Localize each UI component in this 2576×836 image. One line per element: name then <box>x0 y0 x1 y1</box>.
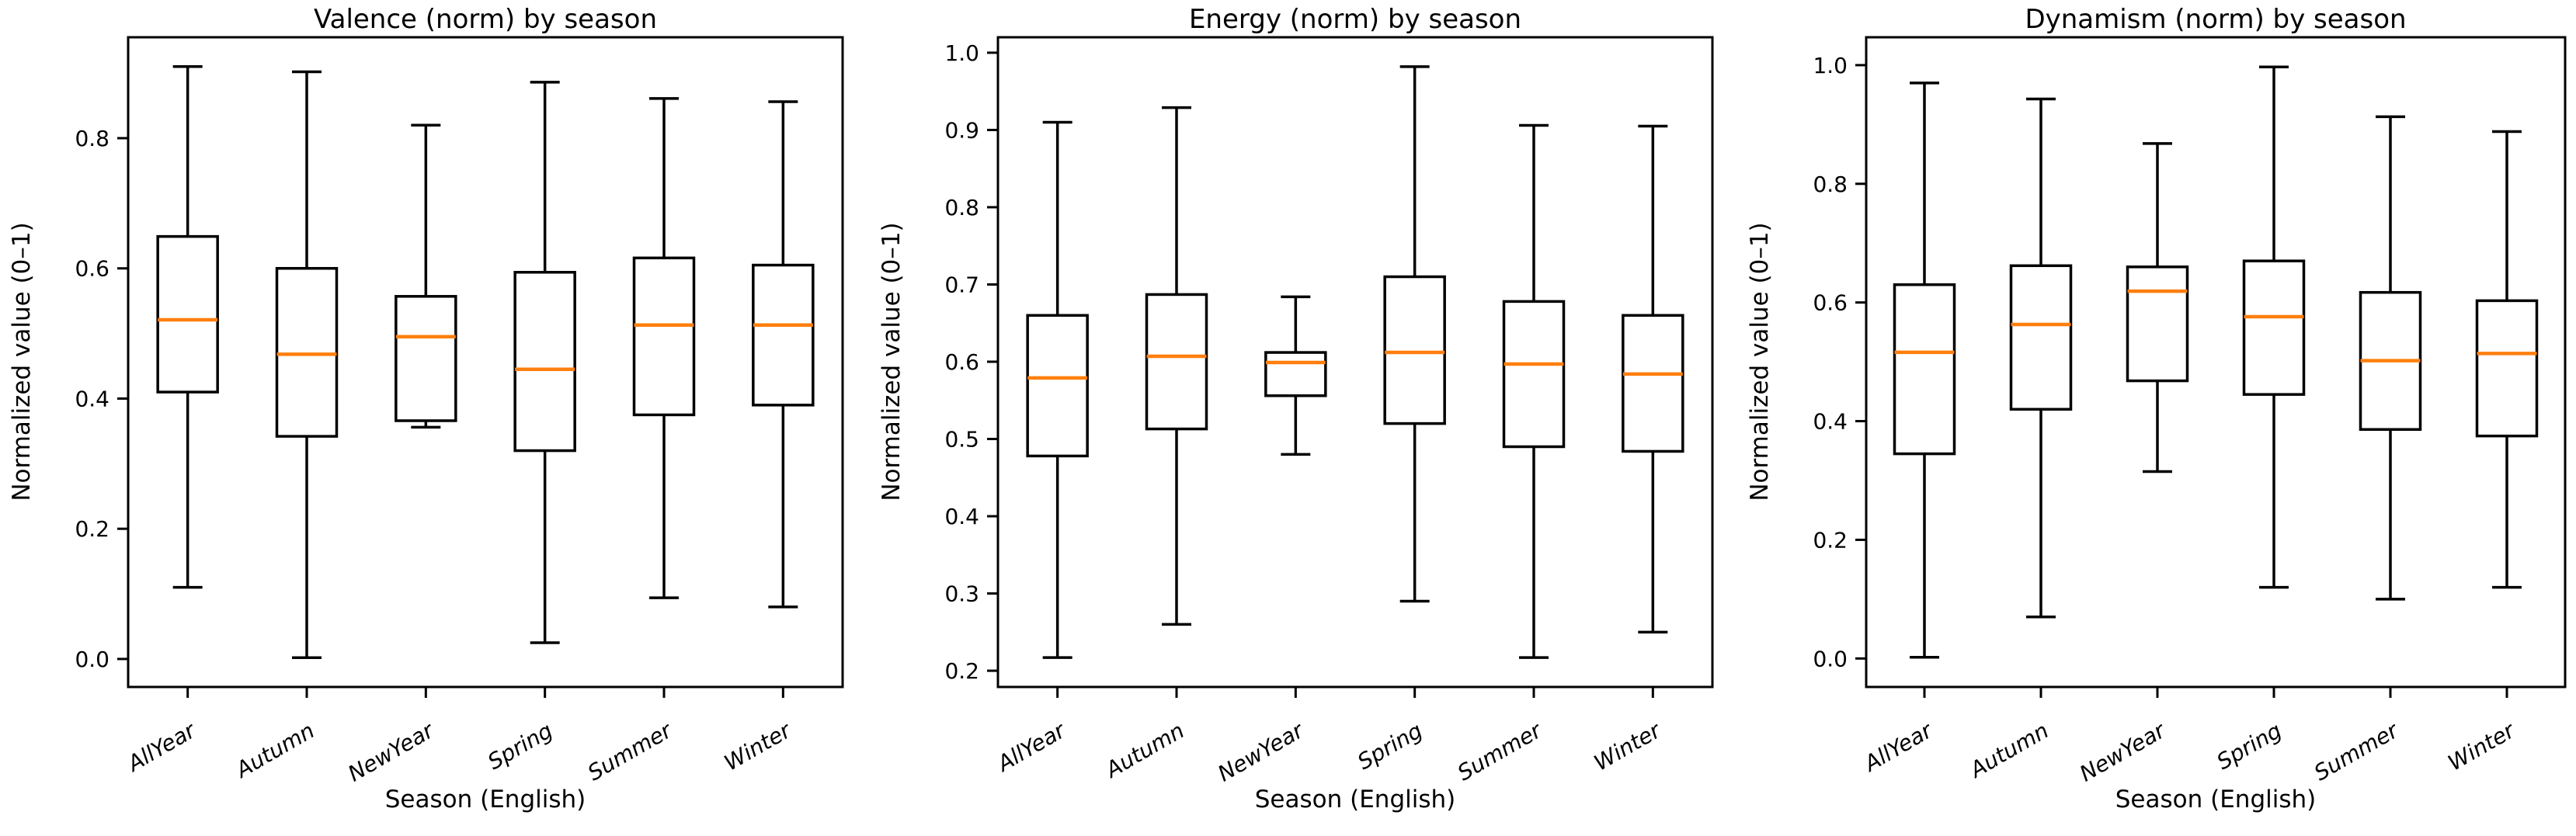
x-tick-label: AllYear <box>122 717 200 778</box>
y-tick-label: 0.4 <box>1813 409 1848 435</box>
x-axis-label: Season (English) <box>1255 786 1456 813</box>
x-tick-label: Autumn <box>230 717 318 783</box>
x-tick-label: AllYear <box>992 717 1070 778</box>
x-tick-label: Winter <box>720 717 796 776</box>
plot-area-valence: 0.0 0.2 0.4 0.6 0.8 AllYear Autumn NewYear Sprin… <box>75 64 815 787</box>
chart-title: Energy (norm) by season <box>1189 4 1521 35</box>
x-tick-label: Winter <box>2444 717 2520 776</box>
x-tick-label: Spring <box>483 717 557 775</box>
y-tick-label: 0.2 <box>75 516 110 542</box>
y-tick-label: 0.8 <box>944 195 979 220</box>
box-allyear <box>1893 283 1956 456</box>
box-winter <box>2475 299 2539 438</box>
x-tick-label: NewYear <box>1214 717 1309 787</box>
y-tick-label: 0.4 <box>75 386 110 411</box>
y-tick-label: 0.5 <box>944 427 979 453</box>
x-axis-label: Season (English) <box>2115 786 2317 813</box>
chart-title: Dynamism (norm) by season <box>2025 4 2406 35</box>
x-tick-label: Summer <box>2310 717 2404 786</box>
x-tick-label: NewYear <box>2075 717 2171 787</box>
box-autumn <box>2009 264 2073 411</box>
subplot-valence: Valence (norm) by season Normalized valu… <box>8 4 844 813</box>
box-winter <box>1622 314 1684 453</box>
x-tick-label: Winter <box>1590 717 1666 776</box>
x-tick-label: NewYear <box>344 717 440 787</box>
box-summer <box>632 256 696 417</box>
box-autumn <box>275 266 339 438</box>
plot-frame <box>1865 36 2567 689</box>
y-tick-label: 1.0 <box>944 40 979 66</box>
y-tick-label: 0.3 <box>944 581 979 607</box>
chart-title: Valence (norm) by season <box>314 4 657 35</box>
subplot-energy: Energy (norm) by season Normalized value… <box>878 4 1714 813</box>
x-tick-label: Summer <box>583 717 677 786</box>
y-axis-label: Normalized value (0–1) <box>878 222 906 501</box>
box-summer <box>1502 300 1566 449</box>
x-tick-label: Autumn <box>1100 717 1188 783</box>
x-tick-label: Spring <box>1353 717 1427 775</box>
y-tick-label: 0.6 <box>1813 290 1848 316</box>
x-tick-label: Summer <box>1453 717 1547 786</box>
plot-frame <box>996 36 1714 689</box>
plot-frame <box>127 36 844 689</box>
box-newyear <box>1264 351 1327 397</box>
box-spring <box>513 271 576 453</box>
y-tick-label: 1.0 <box>1813 53 1848 78</box>
y-tick-label: 0.9 <box>944 117 979 143</box>
y-tick-label: 0.6 <box>75 256 110 282</box>
box-allyear <box>156 234 219 394</box>
y-tick-label: 0.2 <box>944 658 979 684</box>
y-tick-label: 0.7 <box>944 272 979 297</box>
y-axis-label: Normalized value (0–1) <box>1746 222 1774 501</box>
y-tick-label: 0.0 <box>1813 646 1848 671</box>
y-axis-label: Normalized value (0–1) <box>8 222 36 501</box>
y-tick-label: 0.8 <box>75 126 110 151</box>
box-spring <box>1383 275 1446 425</box>
plot-area-energy: 0.2 0.3 0.4 0.5 0.6 0.7 0.8 0.9 1.0 AllYear Autumn… <box>944 40 1684 787</box>
box-newyear <box>2126 265 2189 383</box>
x-axis-label: Season (English) <box>385 786 586 813</box>
y-tick-label: 0.4 <box>944 504 979 529</box>
x-tick-label: Autumn <box>1964 717 2053 783</box>
box-spring <box>2242 259 2306 396</box>
box-winter <box>752 263 815 407</box>
box-newyear <box>395 295 457 422</box>
box-allyear <box>1026 314 1089 458</box>
y-tick-label: 0.2 <box>1813 527 1848 553</box>
plot-area-dynamism: 0.0 0.2 0.4 0.6 0.8 1.0 AllYear Autumn NewYear Sp… <box>1813 53 2539 787</box>
y-tick-label: 0.8 <box>1813 172 1848 197</box>
box-autumn <box>1145 293 1208 431</box>
y-tick-label: 0.0 <box>75 647 110 672</box>
y-tick-label: 0.6 <box>944 349 979 375</box>
x-tick-label: AllYear <box>1858 717 1937 778</box>
x-tick-label: Spring <box>2213 717 2286 775</box>
subplot-dynamism: Dynamism (norm) by season Normalized val… <box>1746 4 2567 813</box>
